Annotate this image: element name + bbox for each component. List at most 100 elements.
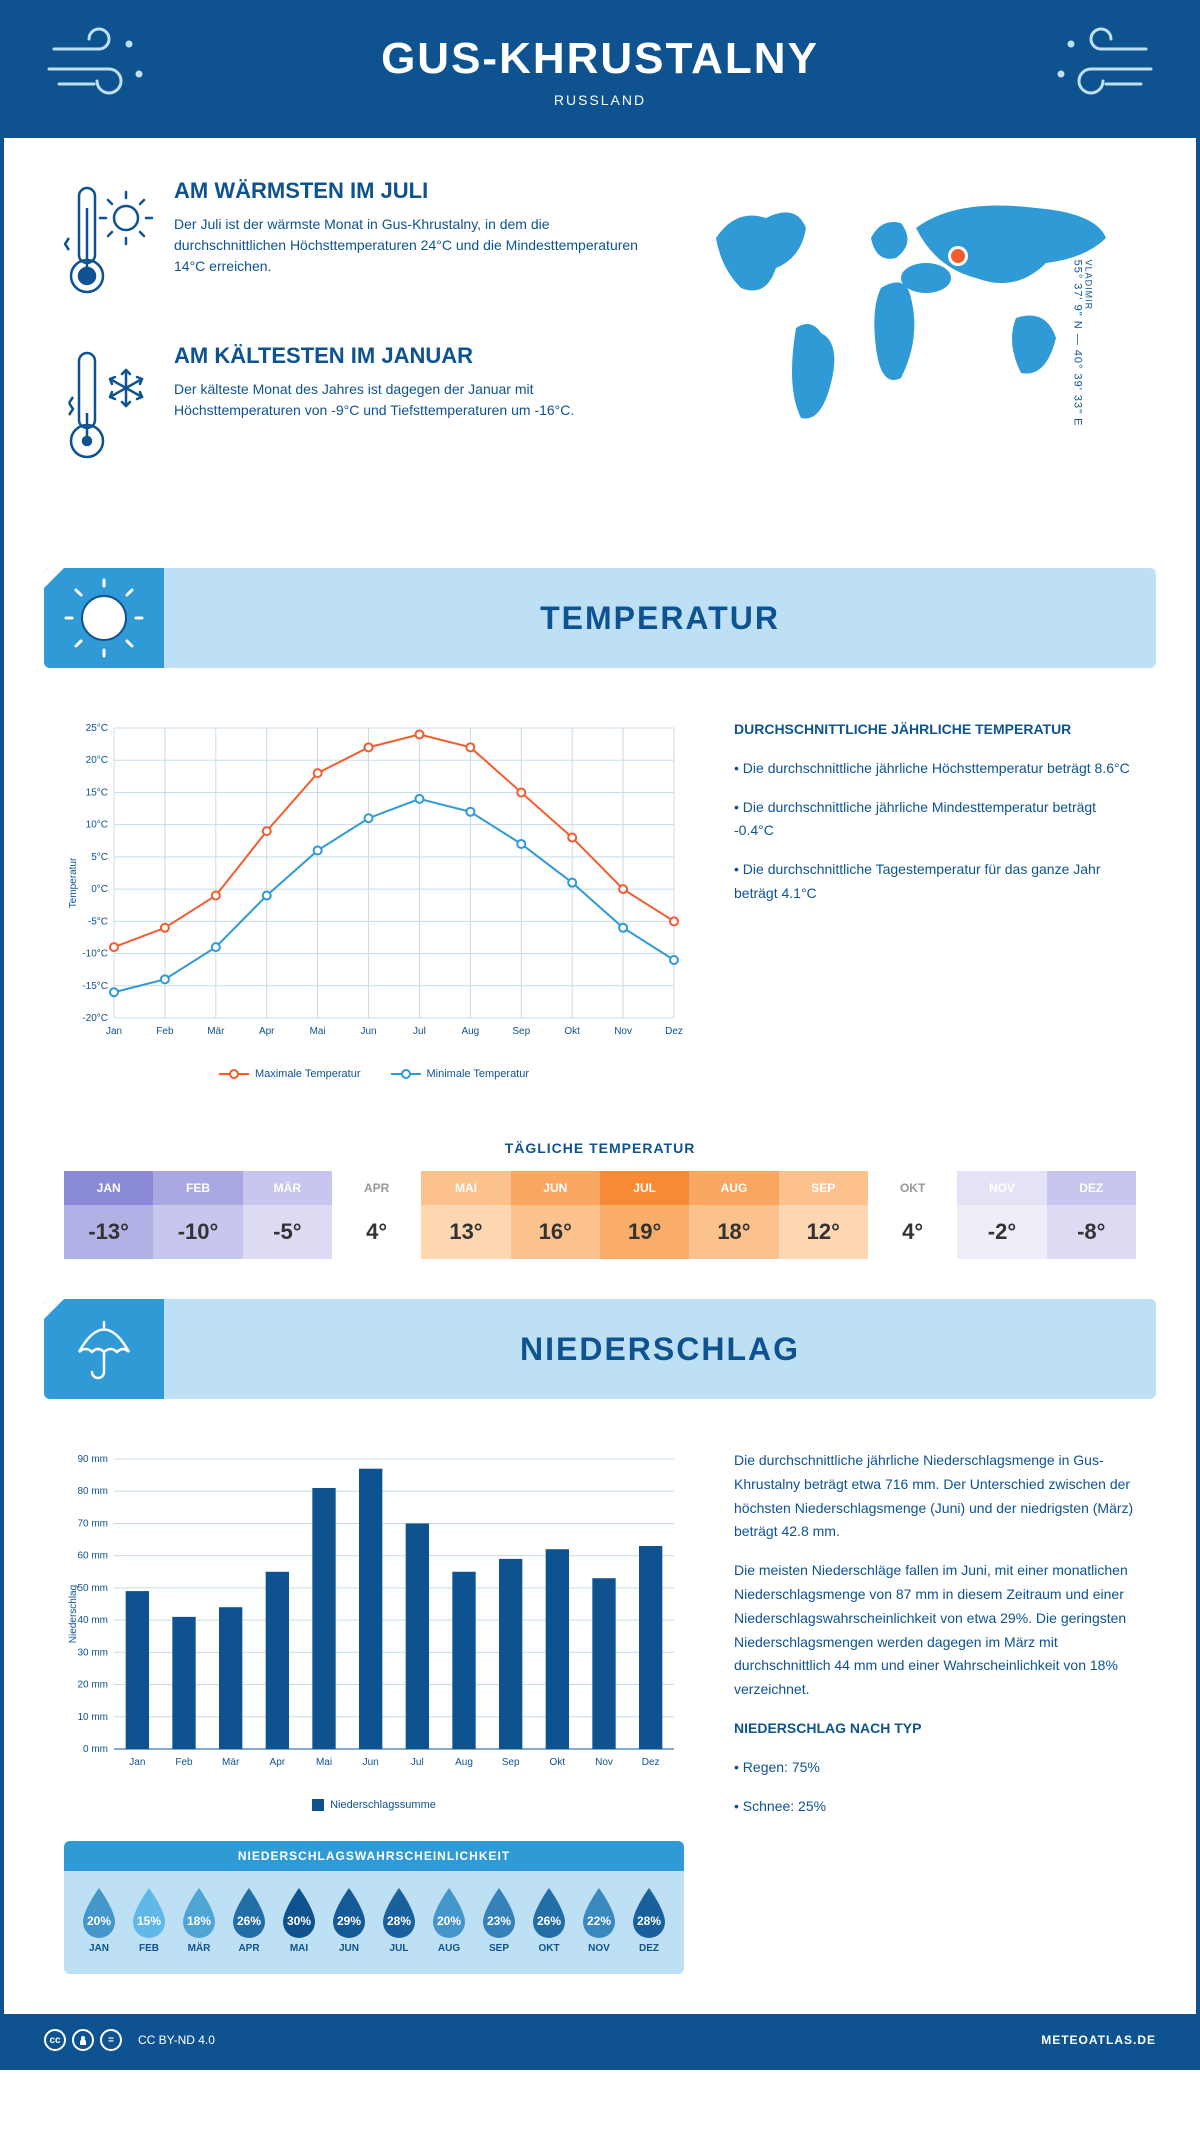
coldest-block: AM KÄLTESTEN IM JANUAR Der kälteste Mona… bbox=[64, 343, 646, 478]
svg-text:Sep: Sep bbox=[512, 1026, 530, 1037]
temp-table-cell: JUN16° bbox=[511, 1171, 600, 1259]
svg-text:Mär: Mär bbox=[222, 1757, 240, 1768]
temp-table-cell: OKT4° bbox=[868, 1171, 957, 1259]
svg-text:15°C: 15°C bbox=[86, 787, 108, 798]
temp-table-cell: DEZ-8° bbox=[1047, 1171, 1136, 1259]
temperature-banner: TEMPERATUR bbox=[44, 568, 1156, 668]
svg-text:-5°C: -5°C bbox=[88, 916, 108, 927]
thermometer-snow-icon bbox=[64, 343, 154, 478]
precipitation-bar-chart: 0 mm10 mm20 mm30 mm40 mm50 mm60 mm70 mm8… bbox=[64, 1449, 684, 1779]
warmest-block: AM WÄRMSTEN IM JULI Der Juli ist der wär… bbox=[64, 178, 646, 313]
wind-icon bbox=[44, 24, 154, 109]
precipitation-probability: NIEDERSCHLAGSWAHRSCHEINLICHKEIT 20%JAN15… bbox=[64, 1841, 684, 1974]
wind-icon bbox=[1046, 24, 1156, 109]
svg-text:Niederschlag: Niederschlag bbox=[68, 1585, 79, 1643]
svg-text:-20°C: -20°C bbox=[82, 1013, 108, 1024]
svg-text:-10°C: -10°C bbox=[82, 949, 108, 960]
legend-max: Maximale Temperatur bbox=[255, 1068, 361, 1080]
city-title: GUS-KHRUSTALNY bbox=[24, 34, 1176, 84]
world-map: VLADIMIR 55° 37' 9" N — 40° 39' 33" E bbox=[686, 178, 1136, 508]
precip-by-type-title: NIEDERSCHLAG NACH TYP bbox=[734, 1717, 1136, 1741]
svg-text:Nov: Nov bbox=[595, 1757, 613, 1768]
precip-text-1: Die durchschnittliche jährliche Niedersc… bbox=[734, 1449, 1136, 1544]
probability-drop: 23%SEP bbox=[478, 1886, 520, 1954]
svg-text:0 mm: 0 mm bbox=[83, 1744, 108, 1755]
svg-text:Mai: Mai bbox=[310, 1026, 326, 1037]
infographic-frame: GUS-KHRUSTALNY RUSSLAND AM WÄRMSTEN IM J… bbox=[0, 0, 1200, 2070]
probability-drop: 28%DEZ bbox=[628, 1886, 670, 1954]
country-subtitle: RUSSLAND bbox=[24, 92, 1176, 108]
temperature-content: -20°C -15°C -10°C -5°C 0°C 5°C 10°C 15°C 20°C 25°… bbox=[4, 688, 1196, 1110]
svg-text:60 mm: 60 mm bbox=[77, 1551, 108, 1562]
warmest-text: Der Juli ist der wärmste Monat in Gus-Kh… bbox=[174, 214, 646, 277]
intro-section: AM WÄRMSTEN IM JULI Der Juli ist der wär… bbox=[4, 138, 1196, 548]
probability-drop: 18%MÄR bbox=[178, 1886, 220, 1954]
svg-text:Sep: Sep bbox=[502, 1757, 520, 1768]
cc-icon: cc bbox=[44, 2029, 66, 2051]
temp-facts-title: DURCHSCHNITTLICHE JÄHRLICHE TEMPERATUR bbox=[734, 718, 1136, 742]
temp-legend: Maximale Temperatur Minimale Temperatur bbox=[64, 1068, 684, 1080]
svg-text:Okt: Okt bbox=[564, 1026, 580, 1037]
umbrella-icon bbox=[44, 1299, 164, 1399]
daily-temp-table: JAN-13°FEB-10°MÄR-5°APR4°MAI13°JUN16°JUL… bbox=[64, 1171, 1136, 1259]
temp-table-cell: MAI13° bbox=[421, 1171, 510, 1259]
probability-drop: 20%JAN bbox=[78, 1886, 120, 1954]
svg-text:Jan: Jan bbox=[106, 1026, 122, 1037]
svg-text:Feb: Feb bbox=[156, 1026, 174, 1037]
coldest-text: Der kälteste Monat des Jahres ist dagege… bbox=[174, 379, 646, 421]
temp-table-cell: SEP12° bbox=[779, 1171, 868, 1259]
temp-facts-list: • Die durchschnittliche jährliche Höchst… bbox=[734, 757, 1136, 906]
probability-drop: 22%NOV bbox=[578, 1886, 620, 1954]
footer: cc = CC BY-ND 4.0 METEOATLAS.DE bbox=[4, 2014, 1196, 2066]
temperature-title: TEMPERATUR bbox=[164, 600, 1156, 637]
coordinates: VLADIMIR 55° 37' 9" N — 40° 39' 33" E bbox=[1072, 260, 1094, 427]
svg-text:70 mm: 70 mm bbox=[77, 1518, 108, 1529]
temp-table-cell: APR4° bbox=[332, 1171, 421, 1259]
warmest-title: AM WÄRMSTEN IM JULI bbox=[174, 178, 646, 204]
temp-table-cell: NOV-2° bbox=[957, 1171, 1046, 1259]
license-text: CC BY-ND 4.0 bbox=[138, 2033, 215, 2047]
brand-label: METEOATLAS.DE bbox=[1041, 2033, 1156, 2047]
coords-value: 55° 37' 9" N — 40° 39' 33" E bbox=[1072, 260, 1084, 427]
license-icons: cc = CC BY-ND 4.0 bbox=[44, 2029, 215, 2051]
sun-icon bbox=[44, 568, 164, 668]
nd-icon: = bbox=[100, 2029, 122, 2051]
svg-text:Nov: Nov bbox=[614, 1026, 632, 1037]
svg-text:25°C: 25°C bbox=[86, 723, 108, 734]
probability-drop: 30%MAI bbox=[278, 1886, 320, 1954]
svg-text:10°C: 10°C bbox=[86, 820, 108, 831]
svg-text:Jul: Jul bbox=[411, 1757, 424, 1768]
temp-table-cell: AUG18° bbox=[689, 1171, 778, 1259]
svg-text:Jan: Jan bbox=[129, 1757, 145, 1768]
svg-text:5°C: 5°C bbox=[91, 852, 108, 863]
svg-text:-15°C: -15°C bbox=[82, 981, 108, 992]
precipitation-banner: NIEDERSCHLAG bbox=[44, 1299, 1156, 1399]
coldest-title: AM KÄLTESTEN IM JANUAR bbox=[174, 343, 646, 369]
prob-title: NIEDERSCHLAGSWAHRSCHEINLICHKEIT bbox=[64, 1841, 684, 1871]
svg-text:Aug: Aug bbox=[461, 1026, 479, 1037]
svg-text:Temperatur: Temperatur bbox=[68, 857, 79, 908]
svg-text:Dez: Dez bbox=[665, 1026, 683, 1037]
svg-text:Mai: Mai bbox=[316, 1757, 332, 1768]
svg-text:Apr: Apr bbox=[270, 1757, 286, 1768]
svg-text:50 mm: 50 mm bbox=[77, 1583, 108, 1594]
temp-table-cell: JAN-13° bbox=[64, 1171, 153, 1259]
thermometer-sun-icon bbox=[64, 178, 154, 313]
precip-rain: • Regen: 75% bbox=[734, 1756, 1136, 1780]
temperature-line-chart: -20°C -15°C -10°C -5°C 0°C 5°C 10°C 15°C 20°C 25°… bbox=[64, 718, 684, 1048]
region-label: VLADIMIR bbox=[1084, 260, 1094, 427]
temp-fact-item: • Die durchschnittliche jährliche Höchst… bbox=[734, 757, 1136, 781]
svg-text:Jun: Jun bbox=[360, 1026, 376, 1037]
svg-text:Dez: Dez bbox=[642, 1757, 660, 1768]
svg-text:Aug: Aug bbox=[455, 1757, 473, 1768]
svg-text:0°C: 0°C bbox=[91, 884, 108, 895]
legend-min: Minimale Temperatur bbox=[427, 1068, 530, 1080]
svg-text:80 mm: 80 mm bbox=[77, 1486, 108, 1497]
svg-text:Jul: Jul bbox=[413, 1026, 426, 1037]
probability-drop: 20%AUG bbox=[428, 1886, 470, 1954]
precip-snow: • Schnee: 25% bbox=[734, 1795, 1136, 1819]
svg-text:Okt: Okt bbox=[550, 1757, 566, 1768]
svg-text:20°C: 20°C bbox=[86, 755, 108, 766]
svg-text:40 mm: 40 mm bbox=[77, 1615, 108, 1626]
legend-precip: Niederschlagssumme bbox=[330, 1799, 436, 1811]
